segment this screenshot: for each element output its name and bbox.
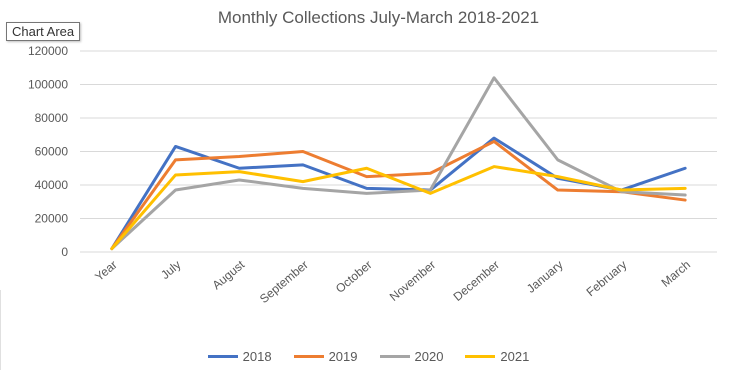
y-tick-label: 80000	[35, 111, 69, 125]
legend-item-2020[interactable]: 2020	[379, 349, 444, 364]
y-tick-label: 60000	[35, 145, 69, 159]
x-axis: Year July August September October November De…	[92, 257, 693, 306]
y-axis: 0 20000 40000 60000 80000 100000 120000	[28, 44, 68, 259]
y-tick-label: 0	[61, 245, 68, 259]
gridlines	[80, 50, 717, 253]
x-tick-label: January	[524, 258, 566, 296]
series-line-2018[interactable]	[110, 136, 687, 251]
x-tick-label: July	[158, 258, 183, 282]
legend-label-2019: 2019	[328, 349, 358, 364]
y-tick-label: 20000	[35, 212, 69, 226]
legend-item-2021[interactable]: 2021	[465, 349, 529, 364]
legend: 2018 2019 2020 2021	[0, 349, 737, 364]
x-tick-label: November	[387, 258, 438, 304]
chart-title: Monthly Collections July-March 2018-2021	[217, 8, 540, 27]
legend-swatch-2018	[207, 355, 238, 358]
x-tick-label: March	[659, 258, 694, 290]
y-tick-label: 120000	[28, 44, 68, 58]
panel-edge	[0, 290, 1, 370]
y-tick-label: 40000	[35, 178, 69, 192]
x-tick-label: Year	[92, 258, 120, 284]
series-line-2019[interactable]	[110, 139, 687, 251]
series-line-2021[interactable]	[110, 165, 687, 251]
x-tick-label: February	[584, 258, 630, 300]
legend-swatch-2019	[293, 355, 324, 358]
x-tick-label: October	[333, 258, 375, 296]
x-tick-label: December	[451, 258, 502, 304]
x-tick-label: September	[257, 258, 311, 306]
legend-label-2018: 2018	[242, 349, 272, 364]
x-tick-label: August	[210, 257, 248, 292]
legend-item-2018[interactable]: 2018	[207, 349, 272, 364]
legend-item-2019[interactable]: 2019	[293, 349, 358, 364]
series-lines	[110, 76, 687, 251]
series-line-2020[interactable]	[110, 76, 687, 251]
legend-label-2020: 2020	[414, 349, 444, 364]
chart-area-tooltip: Chart Area	[6, 22, 81, 41]
legend-label-2021: 2021	[500, 349, 530, 364]
y-tick-label: 100000	[28, 78, 68, 92]
legend-swatch-2021	[465, 355, 496, 358]
legend-swatch-2020	[379, 355, 410, 358]
